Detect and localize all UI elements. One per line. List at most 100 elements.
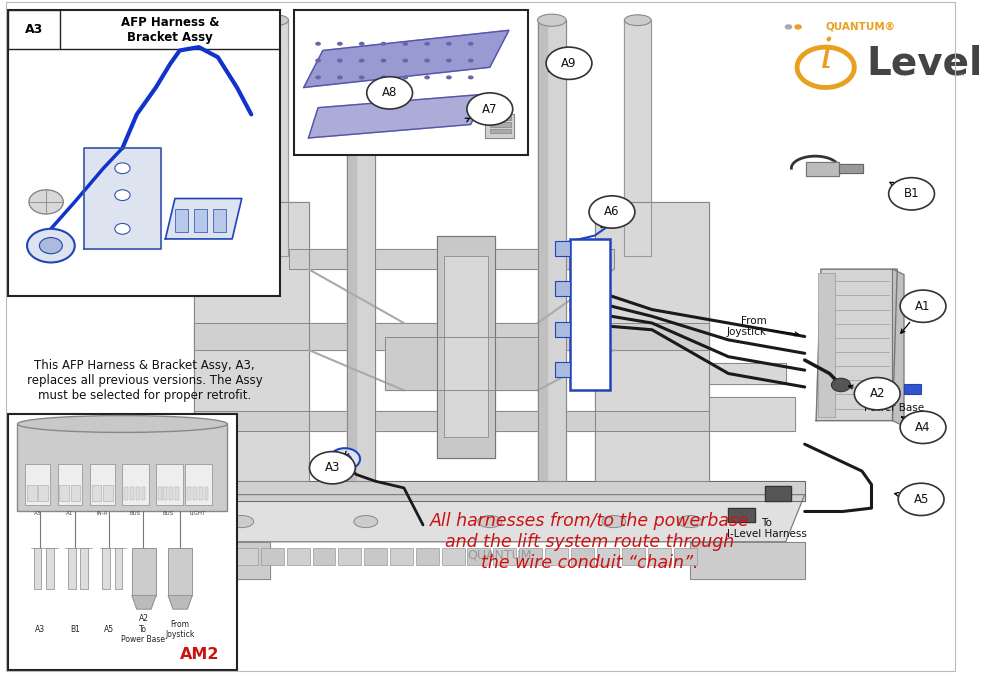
Circle shape (315, 42, 321, 46)
Text: A1: A1 (66, 511, 74, 516)
Polygon shape (892, 269, 904, 426)
Circle shape (29, 230, 63, 254)
Bar (163, 487, 167, 500)
Bar (519, 548, 542, 565)
Text: A4: A4 (915, 421, 931, 434)
Bar (92, 485, 101, 501)
Polygon shape (595, 202, 709, 481)
Bar (674, 548, 697, 565)
Text: A3: A3 (34, 511, 41, 516)
Bar (122, 464, 149, 505)
Bar (8, 10, 280, 296)
Bar (555, 241, 570, 256)
Circle shape (402, 75, 408, 79)
Bar (205, 487, 208, 500)
Circle shape (468, 42, 474, 46)
Circle shape (359, 75, 365, 79)
Text: This AFP Harness & Bracket Assy, A3,
replaces all previous versions. The Assy
mu: This AFP Harness & Bracket Assy, A3, rep… (27, 359, 262, 402)
Bar (338, 548, 361, 565)
Polygon shape (538, 20, 547, 481)
Ellipse shape (478, 516, 502, 528)
Bar (27, 485, 37, 501)
Circle shape (337, 59, 343, 63)
Circle shape (900, 411, 946, 444)
Bar (261, 548, 284, 565)
Bar (80, 548, 88, 589)
Bar (416, 548, 439, 565)
Bar (175, 487, 179, 500)
Polygon shape (765, 486, 791, 501)
Polygon shape (709, 397, 795, 431)
Ellipse shape (678, 516, 702, 528)
Polygon shape (806, 162, 839, 176)
Bar (571, 548, 594, 565)
Bar (597, 548, 619, 565)
Circle shape (115, 223, 130, 234)
Bar (68, 548, 76, 589)
Circle shape (381, 42, 386, 46)
Text: AM2: AM2 (180, 647, 220, 662)
Polygon shape (816, 269, 897, 421)
Circle shape (315, 59, 321, 63)
Bar (199, 487, 203, 500)
Bar (17, 424, 227, 511)
Circle shape (446, 75, 452, 79)
Bar (467, 548, 490, 565)
Circle shape (338, 454, 351, 464)
Polygon shape (213, 481, 805, 501)
Polygon shape (165, 199, 242, 239)
Polygon shape (839, 164, 863, 173)
Polygon shape (437, 236, 495, 458)
Bar (59, 485, 69, 501)
Circle shape (889, 178, 934, 210)
Polygon shape (132, 596, 156, 609)
Circle shape (381, 59, 386, 63)
Circle shape (29, 190, 63, 214)
Bar (8, 414, 237, 670)
Polygon shape (709, 363, 786, 384)
Bar (136, 487, 140, 500)
Ellipse shape (538, 14, 566, 26)
Text: All harnesses from/to the powerbase
and the lift system route through
the wire c: All harnesses from/to the powerbase and … (430, 512, 750, 571)
Circle shape (446, 42, 452, 46)
Bar (193, 487, 197, 500)
Bar (904, 384, 921, 394)
Bar (169, 487, 173, 500)
Circle shape (468, 75, 474, 79)
Polygon shape (194, 323, 709, 350)
Text: A2
To
Power Base: A2 To Power Base (121, 614, 165, 644)
Circle shape (330, 448, 360, 470)
Polygon shape (347, 20, 375, 481)
Bar (648, 548, 671, 565)
Circle shape (359, 59, 365, 63)
Text: QUANTUM: QUANTUM (467, 548, 532, 562)
Polygon shape (304, 30, 509, 87)
Circle shape (794, 24, 802, 30)
Text: From
Joystick: From Joystick (165, 620, 194, 639)
Bar (187, 487, 191, 500)
Bar (294, 10, 528, 155)
Bar (168, 548, 192, 596)
Text: Level: Level (867, 45, 983, 83)
Polygon shape (262, 20, 288, 256)
Bar (490, 122, 511, 127)
Circle shape (446, 59, 452, 63)
Text: A6: A6 (604, 205, 620, 219)
Bar (38, 485, 48, 501)
Text: A9: A9 (561, 57, 577, 70)
Circle shape (115, 163, 130, 174)
Text: LIGHT: LIGHT (190, 511, 206, 516)
Circle shape (831, 378, 851, 392)
Polygon shape (538, 20, 566, 481)
Bar (142, 487, 145, 500)
Ellipse shape (347, 14, 375, 26)
Ellipse shape (230, 516, 254, 528)
Text: BUS: BUS (129, 511, 140, 516)
Bar (213, 209, 226, 232)
Bar (58, 464, 82, 505)
Bar (194, 209, 207, 232)
Circle shape (402, 59, 408, 63)
Circle shape (115, 190, 130, 201)
Text: A1: A1 (915, 299, 931, 313)
Text: To
I-Level Harness: To I-Level Harness (727, 518, 806, 539)
